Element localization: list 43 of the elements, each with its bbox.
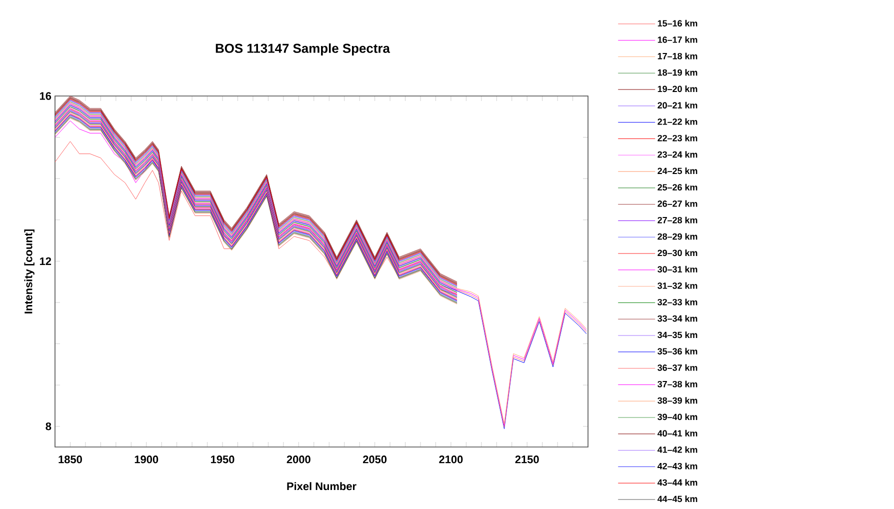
legend-label: 29–30 km xyxy=(658,250,698,256)
legend-label: 40–41 km xyxy=(657,430,698,436)
legend-label: 41–42 km xyxy=(657,446,698,453)
x-axis-title: Pixel Number xyxy=(287,482,356,490)
legend-label: 25–26 km xyxy=(658,184,698,191)
chart-title: BOS 113147 Sample Spectra xyxy=(216,43,390,56)
legend-label: 20–21 km xyxy=(658,102,698,109)
x-tick-label: 2100 xyxy=(439,456,463,464)
x-tick-label: 1850 xyxy=(58,456,82,464)
y-tick-label: 8 xyxy=(46,422,52,430)
legend-label: 24–25 km xyxy=(658,168,698,174)
legend-label: 18–19 km xyxy=(658,69,698,76)
legend-label: 38–39 km xyxy=(658,397,698,404)
x-tick-label: 2000 xyxy=(286,456,310,464)
legend-label: 21–22 km xyxy=(658,118,698,125)
legend-label: 31–32 km xyxy=(658,282,698,289)
legend-label: 23–24 km xyxy=(658,151,698,158)
x-tick-label: 2050 xyxy=(362,456,387,464)
x-tick-label: 1950 xyxy=(211,456,234,464)
legend-label: 39–40 km xyxy=(658,414,698,420)
legend-label: 44–45 km xyxy=(657,496,698,502)
y-tick-label: 12 xyxy=(40,257,52,265)
legend-label: 15–16 km xyxy=(658,20,698,27)
x-tick-label: 2150 xyxy=(515,456,539,464)
y-tick-label: 16 xyxy=(40,92,52,100)
legend-label: 26–27 km xyxy=(658,200,698,207)
legend-label: 28–29 km xyxy=(658,233,698,240)
y-axis-title: Intensity [count] xyxy=(24,230,34,314)
legend-label: 42–43 km xyxy=(657,462,698,470)
legend-label: 32–33 km xyxy=(658,298,698,306)
legend-label: 37–38 km xyxy=(658,380,698,388)
legend-label: 33–34 km xyxy=(658,315,698,322)
legend-label: 43–44 km xyxy=(657,479,698,486)
legend-label: 22–23 km xyxy=(658,134,698,142)
legend-label: 17–18 km xyxy=(658,52,698,60)
legend-label: 36–37 km xyxy=(658,364,698,371)
legend-label: 27–28 km xyxy=(658,216,698,224)
legend-label: 16–17 km xyxy=(658,36,698,43)
x-tick-label: 1900 xyxy=(134,456,158,464)
legend-label: 19–20 km xyxy=(658,86,698,92)
legend-label: 34–35 km xyxy=(658,332,698,338)
legend-label: 30–31 km xyxy=(658,266,698,273)
legend-label: 35–36 km xyxy=(658,348,698,354)
